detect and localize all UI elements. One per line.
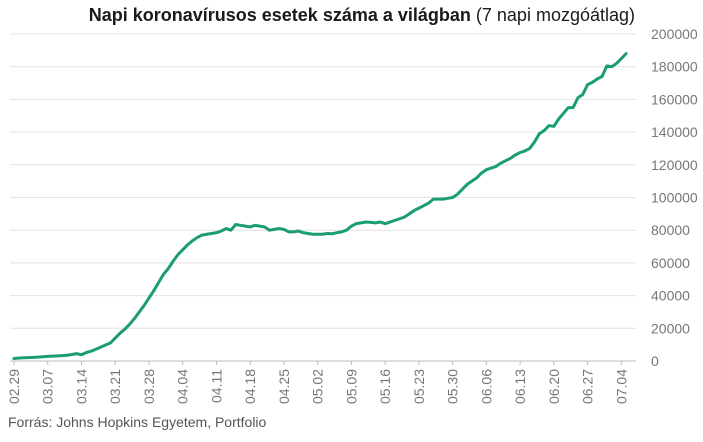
x-tick-label: 02.29 xyxy=(6,369,22,404)
x-tick-label: 03.28 xyxy=(141,369,157,404)
x-tick-label: 07.04 xyxy=(613,369,629,404)
x-tick-label: 05.09 xyxy=(343,369,359,404)
chart-subtitle: (7 napi mozgóátlag) xyxy=(475,5,635,25)
y-tick-label: 40000 xyxy=(651,288,690,304)
y-tick-label: 200000 xyxy=(651,26,698,42)
x-tick-label: 03.07 xyxy=(40,369,56,404)
y-tick-label: 160000 xyxy=(651,91,698,107)
series-line xyxy=(12,52,628,361)
x-tick-label: 05.16 xyxy=(377,369,393,404)
x-tick-label: 06.06 xyxy=(478,369,494,404)
x-tick-label: 04.11 xyxy=(208,369,224,403)
source-note: Forrás: Johns Hopkins Egyetem, Portfolio xyxy=(8,414,267,430)
chart-title: Napi koronavírusos esetek száma a világb… xyxy=(0,5,635,26)
y-tick-label: 20000 xyxy=(651,320,690,336)
x-tick-label: 06.13 xyxy=(512,369,528,404)
x-tick-label: 05.02 xyxy=(310,369,326,404)
x-tick-label: 05.30 xyxy=(445,369,461,404)
x-tick-label: 04.18 xyxy=(242,369,258,404)
x-tick-label: 06.27 xyxy=(580,369,596,404)
x-tick-label: 03.14 xyxy=(73,369,89,404)
y-tick-label: 140000 xyxy=(651,124,698,140)
x-tick-label: 03.21 xyxy=(107,369,123,404)
y-tick-label: 80000 xyxy=(651,222,690,238)
x-tick-label: 05.23 xyxy=(411,369,427,404)
y-tick-label: 60000 xyxy=(651,255,690,271)
x-tick-label: 06.20 xyxy=(546,369,562,404)
y-tick-label: 180000 xyxy=(651,59,698,75)
x-tick-label: 04.04 xyxy=(175,369,191,404)
chart-title-main: Napi koronavírusos esetek száma a világb… xyxy=(88,5,471,25)
y-tick-label: 100000 xyxy=(651,190,698,206)
x-tick-label: 04.25 xyxy=(276,369,292,404)
line-chart: 0 20000 40000 60000 80000 100000 120000 140000 1… xyxy=(6,26,698,404)
y-tick-label: 0 xyxy=(651,353,659,369)
y-tick-label: 120000 xyxy=(651,157,698,173)
